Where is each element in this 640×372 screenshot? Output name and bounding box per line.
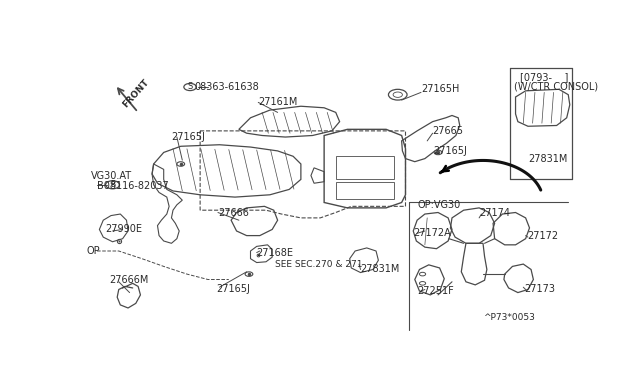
- Text: (W/CTR CONSOL): (W/CTR CONSOL): [514, 82, 598, 92]
- Text: 27251F: 27251F: [417, 286, 454, 296]
- Text: 27666M: 27666M: [109, 275, 149, 285]
- Text: FRONT: FRONT: [121, 77, 151, 109]
- Text: 27666: 27666: [218, 208, 249, 218]
- Text: 27831M: 27831M: [528, 154, 567, 164]
- Text: 27172A: 27172A: [413, 228, 451, 238]
- Text: 27165J: 27165J: [433, 146, 467, 156]
- Text: ^P73*0053: ^P73*0053: [483, 313, 535, 322]
- Text: 27165H: 27165H: [421, 84, 460, 94]
- Text: 27168E: 27168E: [257, 247, 294, 257]
- Text: 27831M: 27831M: [360, 264, 400, 275]
- Text: 27173: 27173: [524, 285, 555, 295]
- Text: B: B: [110, 180, 115, 189]
- Text: 27990E: 27990E: [106, 224, 143, 234]
- Text: 27165J: 27165J: [216, 285, 250, 295]
- Text: 27165J: 27165J: [172, 132, 205, 142]
- Text: B08116-82037: B08116-82037: [97, 180, 169, 190]
- Text: 27172: 27172: [527, 231, 558, 241]
- Text: OP: OP: [86, 246, 100, 256]
- Text: S: S: [188, 83, 193, 92]
- Text: 08363-61638: 08363-61638: [195, 82, 259, 92]
- Text: OP:VG30: OP:VG30: [417, 200, 460, 210]
- Text: [0793-    ]: [0793- ]: [520, 72, 568, 82]
- Text: VG30.AT: VG30.AT: [91, 170, 132, 180]
- Text: 27161M: 27161M: [259, 97, 298, 108]
- Text: 27665: 27665: [433, 126, 463, 136]
- Text: SEE SEC.270 & 271: SEE SEC.270 & 271: [275, 260, 363, 269]
- Text: 27174: 27174: [479, 208, 510, 218]
